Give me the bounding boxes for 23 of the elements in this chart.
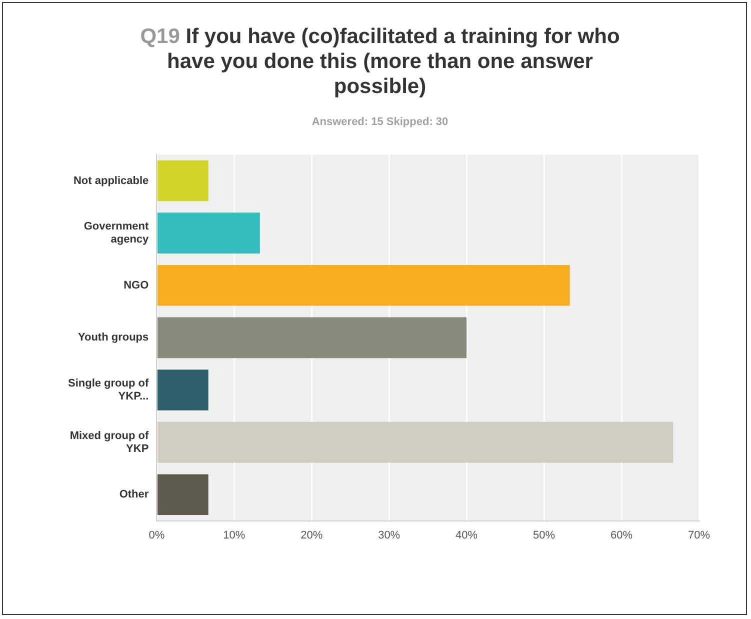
bar [157, 160, 208, 202]
x-tick-label: 70% [688, 529, 710, 542]
y-tick-label: Youth groups [78, 332, 149, 344]
y-tick-label: Single group of YKP... [68, 377, 149, 403]
x-tick-label: 50% [533, 529, 556, 542]
y-tick-label: Mixed group of YKP [70, 430, 149, 455]
bar [157, 370, 208, 410]
y-tick-label: Other [119, 488, 150, 501]
y-tick-label: Not applicable [73, 174, 149, 187]
bar [157, 474, 208, 516]
x-tick-label: 20% [300, 529, 323, 542]
x-tick-label: 60% [610, 529, 633, 542]
bar [157, 264, 570, 306]
x-tick-label: 10% [223, 529, 246, 542]
y-tick-label: Government agency [84, 220, 150, 246]
x-tick-label: 0% [148, 529, 165, 542]
x-tick-label: 30% [378, 529, 400, 542]
bar [157, 212, 260, 254]
bar [157, 317, 467, 358]
chart-subtitle: Answered: 15 Skipped: 30 [310, 116, 450, 128]
y-tick-label: NGO [124, 279, 150, 292]
x-tick-label: 40% [456, 529, 478, 542]
chart-title: Q19 If you have (co)facilitated a training for who have you done this (more than one answer possible) [140, 24, 620, 99]
